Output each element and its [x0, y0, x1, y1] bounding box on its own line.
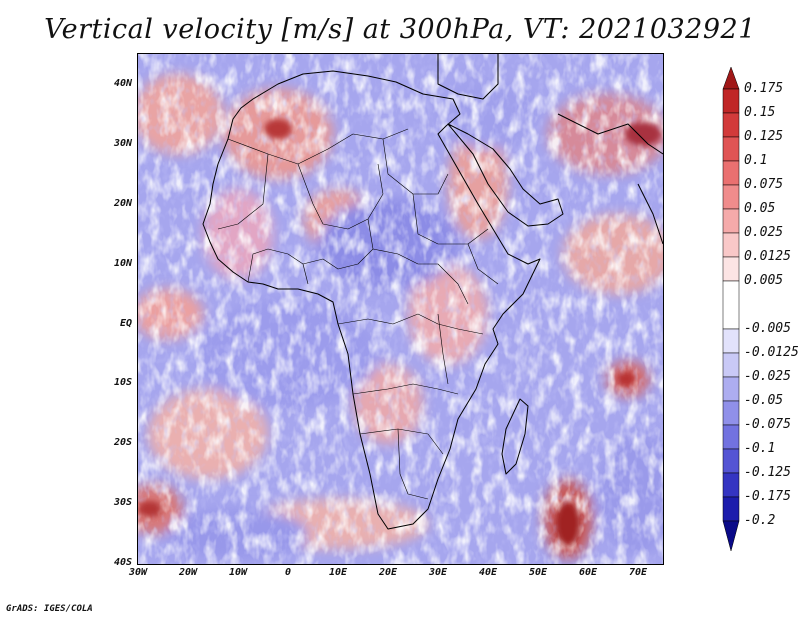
- lat-label: 40S: [113, 557, 132, 568]
- colorbar-segment: [722, 424, 740, 450]
- colorbar-segment: [722, 184, 740, 210]
- colorbar-label: -0.2: [744, 513, 776, 528]
- colorbar-segment: [722, 208, 740, 234]
- colorbar-label: 0.125: [744, 129, 784, 144]
- india-coastline: [637, 183, 663, 245]
- colorbar-segment: [722, 160, 740, 186]
- asia-coastline: [557, 113, 663, 155]
- map-title: Vertical velocity [m/s] at 300hPa, VT: 2…: [44, 14, 756, 45]
- colorbar-segment: [722, 256, 740, 282]
- colorbar-label: 0.15: [744, 105, 776, 120]
- colorbar: [722, 67, 740, 551]
- border-line: [352, 383, 459, 395]
- lon-label: 0: [284, 567, 292, 578]
- colorbar-segment: [722, 136, 740, 162]
- colorbar-segment: [722, 280, 740, 330]
- border-line: [297, 163, 384, 230]
- africa-coastline: [202, 70, 541, 530]
- intense-cells: [138, 119, 661, 546]
- border-line: [372, 248, 469, 305]
- lon-label: 20W: [178, 567, 198, 578]
- lon-label: 10W: [228, 567, 248, 578]
- borders: [217, 128, 499, 500]
- lon-label: 40E: [478, 567, 498, 578]
- vertical-velocity-map: [137, 53, 664, 565]
- colorbar-label: 0.175: [744, 81, 784, 96]
- colorbar-label: 0.0125: [744, 249, 791, 264]
- lon-label: 20E: [378, 567, 398, 578]
- colorbar-segment: [722, 448, 740, 474]
- colorbar-segment: [722, 376, 740, 402]
- border-line: [302, 218, 374, 270]
- colorbar-segment: [722, 496, 740, 522]
- colorbar-segment: [722, 472, 740, 498]
- border-line: [337, 313, 484, 335]
- arabia-coastline: [447, 123, 564, 227]
- border-line: [397, 428, 429, 500]
- colorbar-segment: [722, 520, 740, 551]
- lat-label: 10S: [113, 377, 132, 388]
- lat-label: 40N: [113, 78, 132, 89]
- colorbar-label: -0.0125: [744, 345, 799, 360]
- colorbar-label: 0.005: [744, 273, 784, 288]
- lat-label: EQ: [119, 318, 132, 329]
- lat-label: 30N: [113, 138, 132, 149]
- colorbar-segment: [722, 88, 740, 114]
- colorbar-label: 0.025: [744, 225, 784, 240]
- lat-label: 20S: [113, 437, 132, 448]
- colorbar-label: -0.175: [744, 489, 791, 504]
- border-line: [467, 243, 499, 285]
- madagascar-coastline: [501, 398, 529, 475]
- lat-label: 10N: [113, 258, 132, 269]
- colorbar-segment: [722, 328, 740, 354]
- border-line: [247, 248, 309, 285]
- texture-blue: [138, 54, 663, 564]
- lon-label: 60E: [578, 567, 598, 578]
- colorbar-label: 0.1: [744, 153, 768, 168]
- lat-label: 20N: [113, 198, 132, 209]
- border-line: [437, 313, 449, 385]
- colorbar-segment: [722, 232, 740, 258]
- colorbar-segment: [722, 400, 740, 426]
- colorbar-label: -0.1: [744, 441, 776, 456]
- velocity-field: [138, 54, 663, 564]
- colorbar-label: 0.075: [744, 177, 784, 192]
- border-line: [217, 153, 269, 230]
- colorbar-label: -0.005: [744, 321, 791, 336]
- border-line: [359, 428, 444, 455]
- colorbar-segment: [722, 352, 740, 378]
- colorbar-label: -0.05: [744, 393, 784, 408]
- colorbar-label: 0.05: [744, 201, 776, 216]
- coastlines: [202, 54, 663, 530]
- colorbar-label: -0.025: [744, 369, 791, 384]
- lon-label: 70E: [628, 567, 648, 578]
- grads-credit: GrADS: IGES/COLA: [6, 604, 93, 614]
- border-line: [412, 193, 489, 245]
- colorbar-segment: [722, 112, 740, 138]
- lon-label: 50E: [528, 567, 548, 578]
- lon-label: 30E: [428, 567, 448, 578]
- colorbar-segment: [722, 67, 740, 90]
- colorbar-label: -0.075: [744, 417, 791, 432]
- lat-label: 30S: [113, 497, 132, 508]
- colorbar-label: -0.125: [744, 465, 791, 480]
- lon-label: 30W: [128, 567, 148, 578]
- mideast-coastline: [437, 54, 499, 100]
- lon-label: 10E: [328, 567, 348, 578]
